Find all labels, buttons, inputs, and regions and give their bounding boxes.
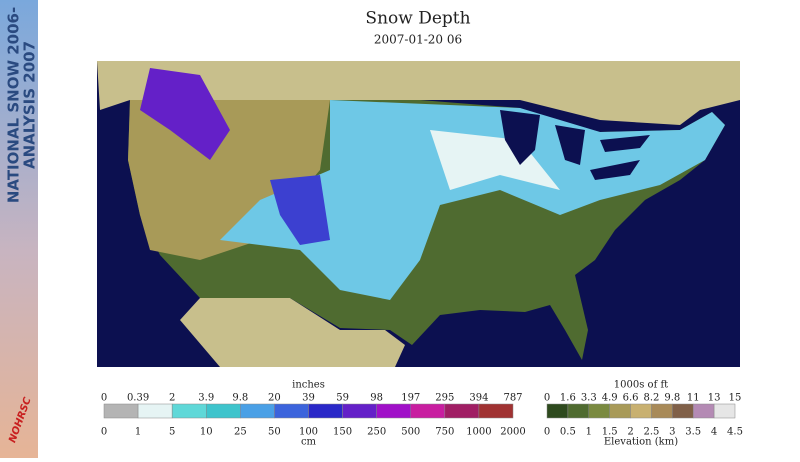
legend-bottom-label: 0 [544,427,550,438]
legend-bottom-label: 3 [669,427,675,438]
sidebar [0,0,38,458]
map [97,61,740,367]
legend-swatch [376,403,411,419]
legend-top-label: 8.2 [643,393,659,404]
legend-bottom-label: 2 [627,427,633,438]
legend-bottom-label: 750 [435,427,454,438]
legend-top-label: 197 [401,393,420,404]
legend-swatch [546,403,569,419]
legend-bottom-label: 10 [200,427,213,438]
sidebar-line1: NATIONAL SNOW 2006- [5,7,23,203]
legend-bottom-label: 4 [711,427,717,438]
legend-top-label: 98 [370,393,383,404]
legend-top-label: 394 [469,393,488,404]
mexico [180,298,405,367]
sidebar-line2: ANALYSIS 2007 [21,41,39,169]
legend-swatch [567,403,590,419]
legend-swatch [478,403,514,419]
legend-swatch [137,403,173,419]
legend-bottom-label: 25 [234,427,247,438]
legend-top-label: 11 [687,393,700,404]
legend-top-label: 15 [729,393,742,404]
legend-swatch [692,403,715,419]
legend-swatch [672,403,694,419]
legend-swatch [274,403,309,419]
legend-top-label: 0.39 [127,393,149,404]
legend-swatch [342,403,377,419]
date: 2007-01-20 06 [374,33,462,47]
legend-swatch [410,403,446,419]
legend-top-unit: inches [292,380,325,391]
legend-bottom-label: 0 [101,427,107,438]
legend-top-label: 3.9 [198,393,214,404]
legend-top-label: 2 [169,393,175,404]
legend-swatch [206,403,241,419]
legend-swatch [444,403,480,419]
legend-bottom-label: 2000 [500,427,525,438]
great-lakes [500,110,650,180]
title: Snow Depth [365,9,470,29]
legend-top-label: 0 [544,393,550,404]
legend-top-label: 9.8 [232,393,248,404]
snow-deep-rockies [270,175,330,245]
legend-bottom-label: 1000 [466,427,491,438]
legend-swatch [630,403,652,419]
legend-top-label: 20 [268,393,281,404]
legend-bottom-label: 2.5 [643,427,659,438]
legend-top-label: 1.6 [560,393,576,404]
canada [97,61,740,125]
legend-top-label: 0 [101,393,107,404]
legend-swatch [609,403,631,419]
west-terrain [128,100,330,260]
legend-bottom-label: 4.5 [727,427,743,438]
legend-top-label: 787 [503,393,522,404]
legend-bottom-label: 500 [401,427,420,438]
legend-swatch [240,403,275,419]
legend-bottom-label: 1.5 [602,427,618,438]
legend-top-label: 13 [708,393,721,404]
snow-cover [220,100,725,300]
legend-bottom-label: 0.5 [560,427,576,438]
legend-bottom-label: 50 [268,427,281,438]
legend-top-label: 9.8 [664,393,680,404]
legend-top-label: 4.9 [602,393,618,404]
legend-top-label: 59 [336,393,349,404]
snow-light [430,130,560,190]
legend-top-label: 39 [302,393,315,404]
legend-swatch [713,403,736,419]
legend-top-unit: 1000s of ft [614,380,668,391]
legend-swatch [588,403,610,419]
legend-bottom-label: 3.5 [685,427,701,438]
legend-top-label: 295 [435,393,454,404]
legend-bottom-label: 250 [367,427,386,438]
legend-bottom-label: 100 [299,427,318,438]
legend-top-label: 3.3 [581,393,597,404]
legend-bottom-label: 150 [333,427,352,438]
legend-swatch [171,403,207,419]
snow-deep-north [140,68,230,160]
legend-bottom-unit: cm [301,437,317,448]
legend-swatch [308,403,343,419]
legend-swatch [103,403,139,419]
legend-bottom-unit: Elevation (km) [604,437,678,448]
legend-bottom-label: 1 [135,427,141,438]
legend-bottom-label: 1 [586,427,592,438]
legend-bottom-label: 5 [169,427,175,438]
legend-top-label: 6.6 [623,393,639,404]
legend-swatch [651,403,673,419]
